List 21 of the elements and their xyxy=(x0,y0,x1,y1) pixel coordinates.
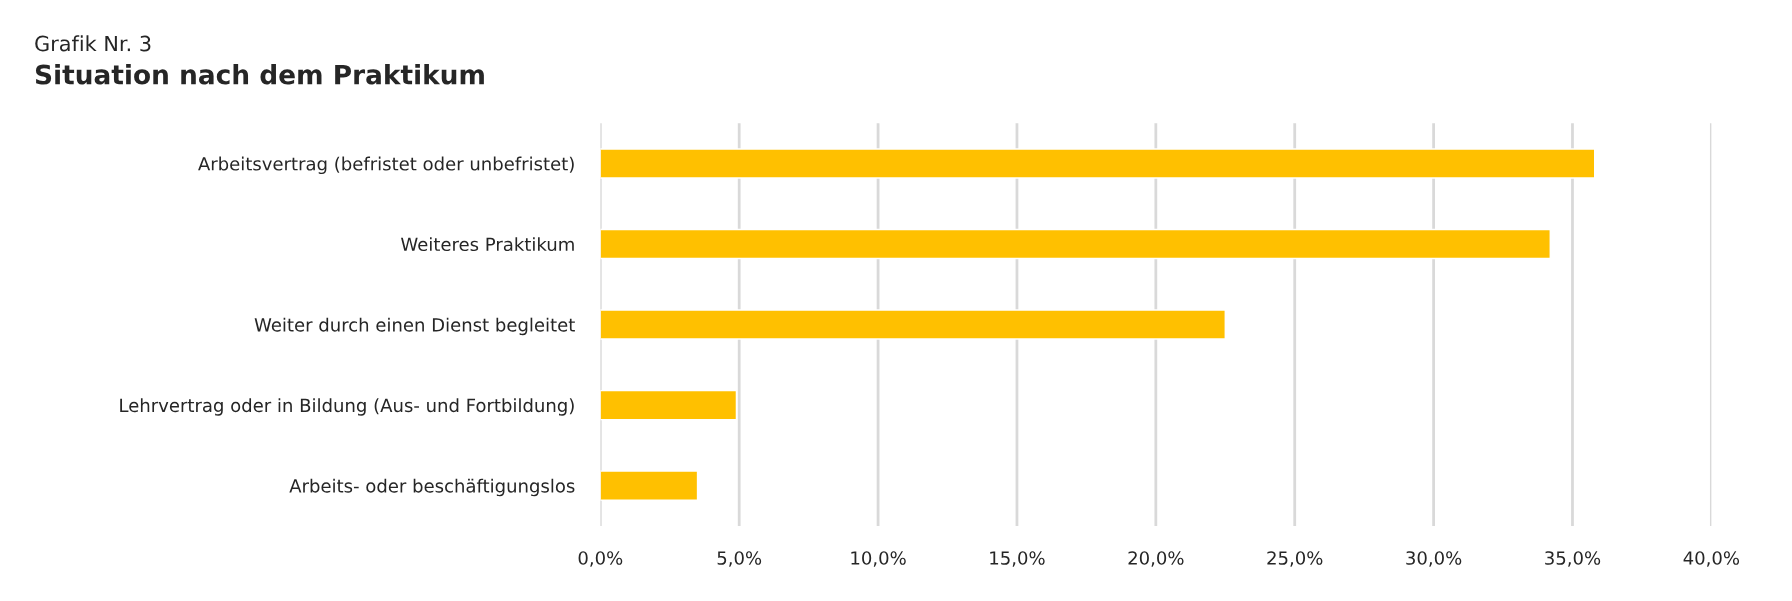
y-tick-label: Arbeits- oder beschäftigungslos xyxy=(289,478,575,497)
x-tick-label: 10,0% xyxy=(851,551,906,567)
bar xyxy=(600,309,1226,340)
bar xyxy=(600,148,1596,179)
x-tick-label: 15,0% xyxy=(990,551,1045,567)
x-tick-label: 25,0% xyxy=(1267,551,1323,567)
x-tick-label: 5,0% xyxy=(717,551,762,567)
y-tick-label: Weiter durch einen Dienst begleitet xyxy=(254,317,575,336)
text: Grafik Nr. 3 xyxy=(35,35,151,52)
y-tick-label: Weiteres Praktikum xyxy=(401,237,574,252)
bar xyxy=(600,228,1551,260)
x-tick-label: 0,0% xyxy=(578,551,623,567)
text: Situation nach dem Praktikum xyxy=(35,64,484,85)
x-tick-label: 40,0% xyxy=(1683,551,1740,567)
y-tick-label: Lehrvertrag oder in Bildung (Aus- und Fortbildung) xyxy=(120,398,574,416)
x-tick-label: 35,0% xyxy=(1545,551,1601,567)
y-tick-label: Arbeitsvertrag (befristet oder unbefristet) xyxy=(198,156,574,175)
x-tick-label: 30,0% xyxy=(1406,551,1462,567)
bar xyxy=(600,389,738,421)
bar xyxy=(600,470,699,501)
x-tick-label: 20,0% xyxy=(1128,551,1184,567)
